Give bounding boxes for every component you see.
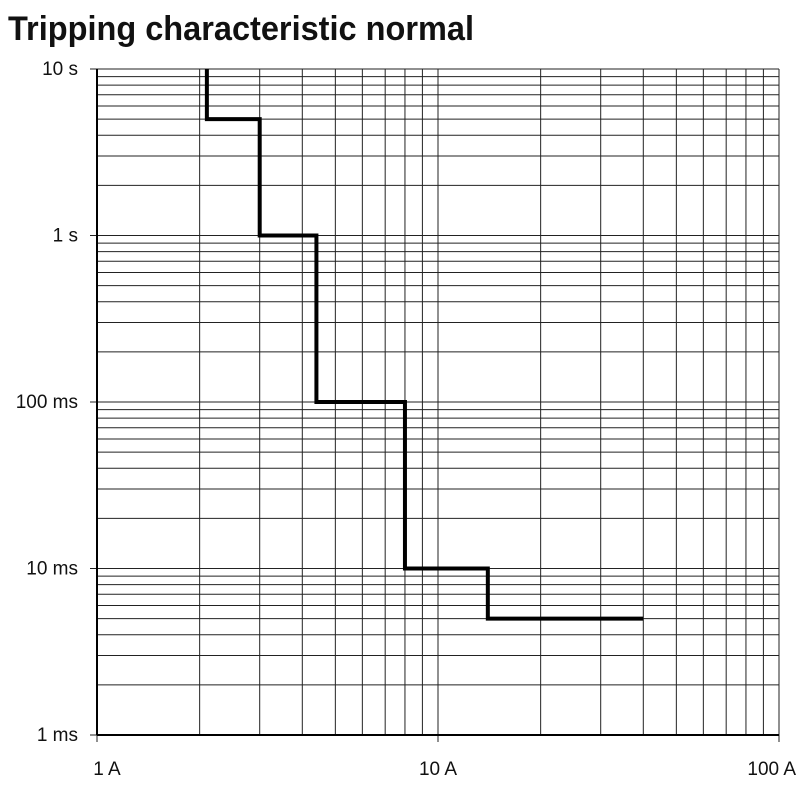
chart-title: Tripping characteristic normal xyxy=(8,10,474,48)
y-tick-label: 1 s xyxy=(53,226,78,247)
x-tick-label: 1 A xyxy=(93,759,121,780)
y-tick-label: 10 ms xyxy=(26,559,78,580)
trip-curve xyxy=(204,69,644,621)
y-tick-label: 1 ms xyxy=(37,725,78,746)
x-tick-label: 10 A xyxy=(419,759,457,780)
y-tick-label: 10 s xyxy=(42,59,78,80)
x-tick-label: 100 A xyxy=(747,759,796,780)
y-tick-label: 100 ms xyxy=(16,392,78,413)
